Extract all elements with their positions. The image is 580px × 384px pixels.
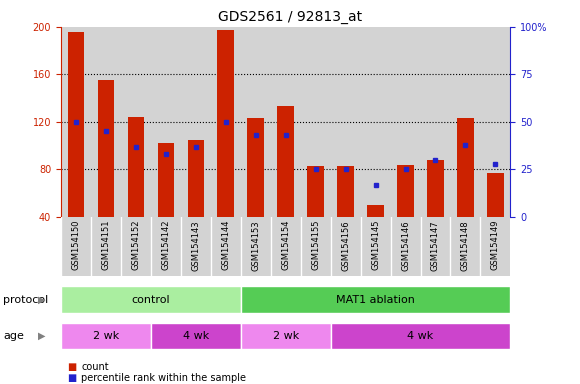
Bar (487, 173, 503, 217)
Text: control: control (132, 295, 170, 305)
Text: GSM154147: GSM154147 (431, 220, 440, 271)
Text: GSM154143: GSM154143 (191, 220, 200, 271)
Bar (61, 323, 151, 349)
Text: GSM154155: GSM154155 (311, 220, 320, 270)
Bar (151, 323, 241, 349)
Text: ■: ■ (67, 373, 76, 383)
Text: ▶: ▶ (38, 331, 45, 341)
Text: GSM154156: GSM154156 (341, 220, 350, 271)
Bar (457, 118, 474, 217)
Text: GSM154148: GSM154148 (461, 220, 470, 271)
Text: GSM154144: GSM154144 (221, 220, 230, 270)
Text: GSM154154: GSM154154 (281, 220, 290, 270)
Bar (68, 31, 84, 217)
Bar (338, 166, 354, 217)
Text: GSM154146: GSM154146 (401, 220, 410, 271)
Text: ▶: ▶ (38, 295, 45, 305)
Text: MAT1 ablation: MAT1 ablation (336, 295, 415, 305)
Text: ■: ■ (67, 362, 76, 372)
Bar (158, 143, 174, 217)
Bar (248, 118, 264, 217)
Bar (367, 205, 384, 217)
Bar (427, 160, 444, 217)
Text: GDS2561 / 92813_at: GDS2561 / 92813_at (218, 10, 362, 23)
Text: GSM154149: GSM154149 (491, 220, 500, 270)
Text: percentile rank within the sample: percentile rank within the sample (81, 373, 246, 383)
Text: 2 wk: 2 wk (93, 331, 119, 341)
Text: GSM154153: GSM154153 (251, 220, 260, 271)
Text: 4 wk: 4 wk (183, 331, 209, 341)
Text: GSM154151: GSM154151 (102, 220, 110, 270)
Bar (397, 165, 414, 217)
Bar (241, 323, 331, 349)
Bar (187, 140, 204, 217)
Text: 4 wk: 4 wk (407, 331, 434, 341)
Bar (331, 323, 510, 349)
Bar (97, 80, 114, 217)
Bar (277, 106, 294, 217)
Bar (307, 166, 324, 217)
Text: GSM154152: GSM154152 (131, 220, 140, 270)
Bar (61, 286, 241, 313)
Bar (241, 286, 510, 313)
Text: GSM154150: GSM154150 (71, 220, 81, 270)
Text: count: count (81, 362, 109, 372)
Text: GSM154142: GSM154142 (161, 220, 171, 270)
Text: protocol: protocol (3, 295, 48, 305)
Text: GSM154145: GSM154145 (371, 220, 380, 270)
Bar (218, 30, 234, 217)
Bar (128, 117, 144, 217)
Text: 2 wk: 2 wk (273, 331, 299, 341)
Text: age: age (3, 331, 24, 341)
